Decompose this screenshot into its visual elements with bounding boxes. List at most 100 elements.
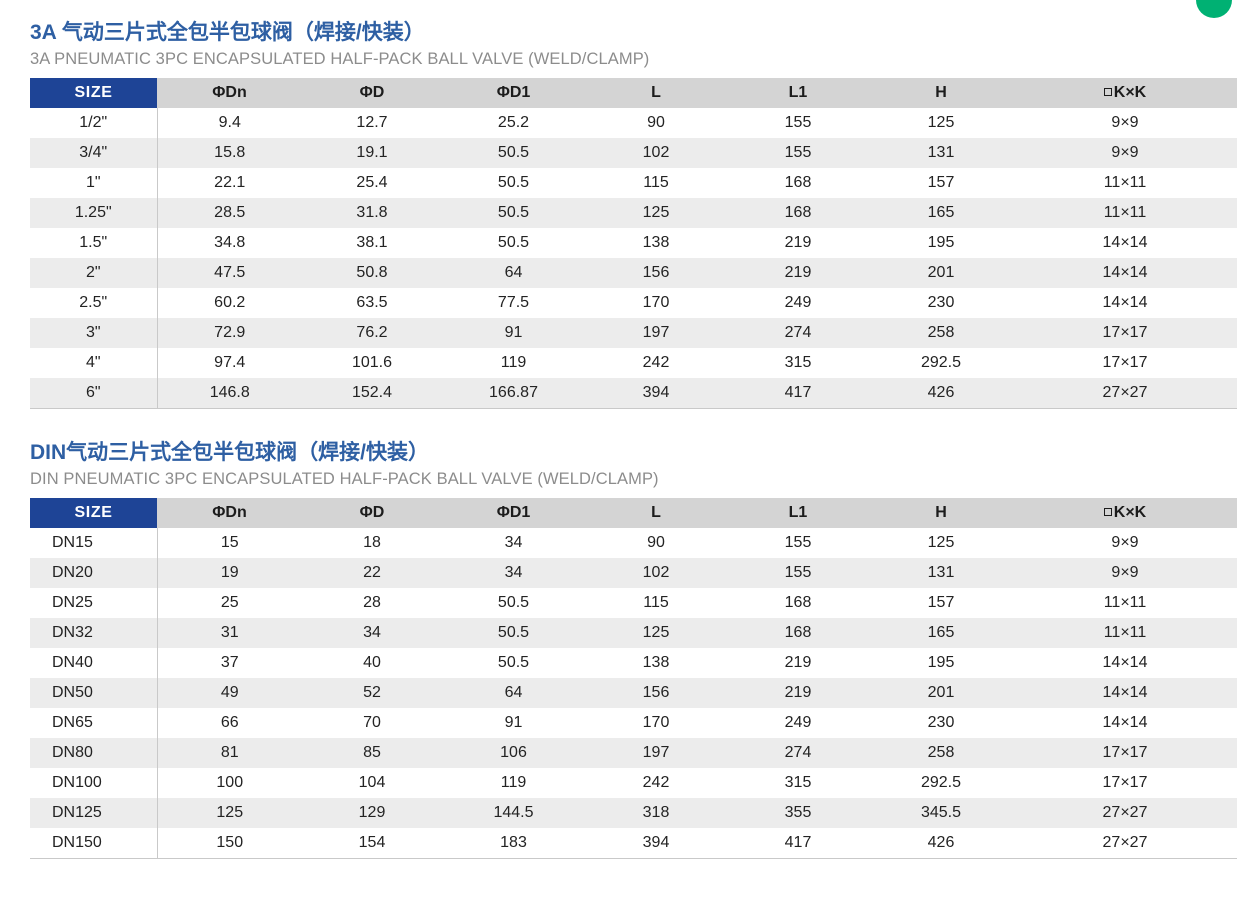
- cell-value: 155: [727, 108, 869, 138]
- cell-size: DN25: [30, 588, 158, 618]
- table-body: DN15 15 18 34 90 155 125 9×9 DN20 19 22 34 102 155 131…: [30, 528, 1237, 859]
- table-row: 3/4" 15.8 19.1 50.5 102 155 131 9×9: [30, 138, 1237, 168]
- cell-value: 25.4: [302, 168, 442, 198]
- cell-size: 1/2": [30, 108, 158, 138]
- cell-value: 104: [302, 768, 442, 798]
- cell-value: 115: [585, 588, 727, 618]
- cell-value: 129: [302, 798, 442, 828]
- column-header-kxk: K×K: [1013, 78, 1237, 108]
- cell-value: 197: [585, 738, 727, 768]
- cell-value: 28.5: [157, 198, 302, 228]
- cell-size: DN32: [30, 618, 158, 648]
- table-row: DN50 49 52 64 156 219 201 14×14: [30, 678, 1237, 708]
- cell-size: DN150: [30, 828, 158, 859]
- cell-value: 219: [727, 678, 869, 708]
- cell-size: 3/4": [30, 138, 158, 168]
- cell-value: 219: [727, 258, 869, 288]
- cell-value: 64: [442, 678, 585, 708]
- cell-value: 11×11: [1013, 168, 1237, 198]
- cell-value: 144.5: [442, 798, 585, 828]
- cell-value: 50.8: [302, 258, 442, 288]
- cell-value: 417: [727, 378, 869, 409]
- table-row: 6" 146.8 152.4 166.87 394 417 426 27×27: [30, 378, 1237, 409]
- cell-value: 355: [727, 798, 869, 828]
- cell-value: 50.5: [442, 198, 585, 228]
- cell-value: 9×9: [1013, 558, 1237, 588]
- cell-size: 2": [30, 258, 158, 288]
- cell-value: 125: [585, 618, 727, 648]
- cell-size: DN15: [30, 528, 158, 558]
- column-header-l1: L1: [727, 498, 869, 528]
- cell-value: 125: [157, 798, 302, 828]
- section-din: DIN气动三片式全包半包球阀（焊接/快装） DIN PNEUMATIC 3PC …: [30, 440, 1237, 859]
- cell-value: 138: [585, 648, 727, 678]
- cell-value: 90: [585, 108, 727, 138]
- cell-value: 37: [157, 648, 302, 678]
- cell-value: 156: [585, 258, 727, 288]
- table-header-row: SIZE ΦDn ΦD ΦD1 L L1 H K×K: [30, 78, 1237, 108]
- table-row: DN15 15 18 34 90 155 125 9×9: [30, 528, 1237, 558]
- cell-value: 70: [302, 708, 442, 738]
- cell-value: 168: [727, 618, 869, 648]
- cell-value: 315: [727, 348, 869, 378]
- cell-value: 119: [442, 768, 585, 798]
- cell-value: 274: [727, 318, 869, 348]
- cell-value: 156: [585, 678, 727, 708]
- cell-value: 394: [585, 828, 727, 859]
- cell-value: 31.8: [302, 198, 442, 228]
- table-row: 1.25" 28.5 31.8 50.5 125 168 165 11×11: [30, 198, 1237, 228]
- cell-value: 154: [302, 828, 442, 859]
- cell-value: 102: [585, 558, 727, 588]
- cell-value: 34: [442, 558, 585, 588]
- cell-value: 230: [869, 288, 1013, 318]
- table-row: 2" 47.5 50.8 64 156 219 201 14×14: [30, 258, 1237, 288]
- cell-size: 1.25": [30, 198, 158, 228]
- cell-value: 165: [869, 618, 1013, 648]
- cell-value: 274: [727, 738, 869, 768]
- column-header-l: L: [585, 78, 727, 108]
- section-title: 3A 气动三片式全包半包球阀（焊接/快装）: [30, 21, 425, 44]
- cell-value: 60.2: [157, 288, 302, 318]
- cell-value: 81: [157, 738, 302, 768]
- section-subtitle: DIN PNEUMATIC 3PC ENCAPSULATED HALF-PACK…: [30, 470, 659, 488]
- column-header-d: ΦD: [302, 498, 442, 528]
- cell-value: 76.2: [302, 318, 442, 348]
- table-body: 1/2" 9.4 12.7 25.2 90 155 125 9×9 3/4" 15.8 19.1 50…: [30, 108, 1237, 409]
- cell-value: 100: [157, 768, 302, 798]
- corner-accent-circle-icon: [1196, 0, 1232, 18]
- cell-value: 152.4: [302, 378, 442, 409]
- cell-value: 38.1: [302, 228, 442, 258]
- cell-value: 27×27: [1013, 378, 1237, 409]
- cell-value: 195: [869, 648, 1013, 678]
- cell-value: 50.5: [442, 588, 585, 618]
- cell-value: 201: [869, 678, 1013, 708]
- table-header-row: SIZE ΦDn ΦD ΦD1 L L1 H K×K: [30, 498, 1237, 528]
- cell-value: 90: [585, 528, 727, 558]
- cell-value: 22.1: [157, 168, 302, 198]
- cell-value: 155: [727, 558, 869, 588]
- cell-value: 249: [727, 708, 869, 738]
- cell-value: 242: [585, 768, 727, 798]
- cell-value: 14×14: [1013, 648, 1237, 678]
- cell-size: DN40: [30, 648, 158, 678]
- cell-value: 25.2: [442, 108, 585, 138]
- cell-value: 315: [727, 768, 869, 798]
- cell-value: 11×11: [1013, 198, 1237, 228]
- cell-value: 9×9: [1013, 138, 1237, 168]
- column-header-size: SIZE: [30, 78, 157, 108]
- table-row: DN65 66 70 91 170 249 230 14×14: [30, 708, 1237, 738]
- cell-value: 97.4: [157, 348, 302, 378]
- cell-value: 292.5: [869, 768, 1013, 798]
- square-section-icon: [1103, 508, 1112, 516]
- table-row: 1.5" 34.8 38.1 50.5 138 219 195 14×14: [30, 228, 1237, 258]
- cell-size: DN50: [30, 678, 158, 708]
- table-row: DN32 31 34 50.5 125 168 165 11×11: [30, 618, 1237, 648]
- cell-value: 14×14: [1013, 678, 1237, 708]
- column-header-l1: L1: [727, 78, 869, 108]
- column-header-d: ΦD: [302, 78, 442, 108]
- cell-value: 34.8: [157, 228, 302, 258]
- cell-value: 131: [869, 138, 1013, 168]
- cell-value: 17×17: [1013, 348, 1237, 378]
- section-title: DIN气动三片式全包半包球阀（焊接/快装）: [30, 441, 429, 464]
